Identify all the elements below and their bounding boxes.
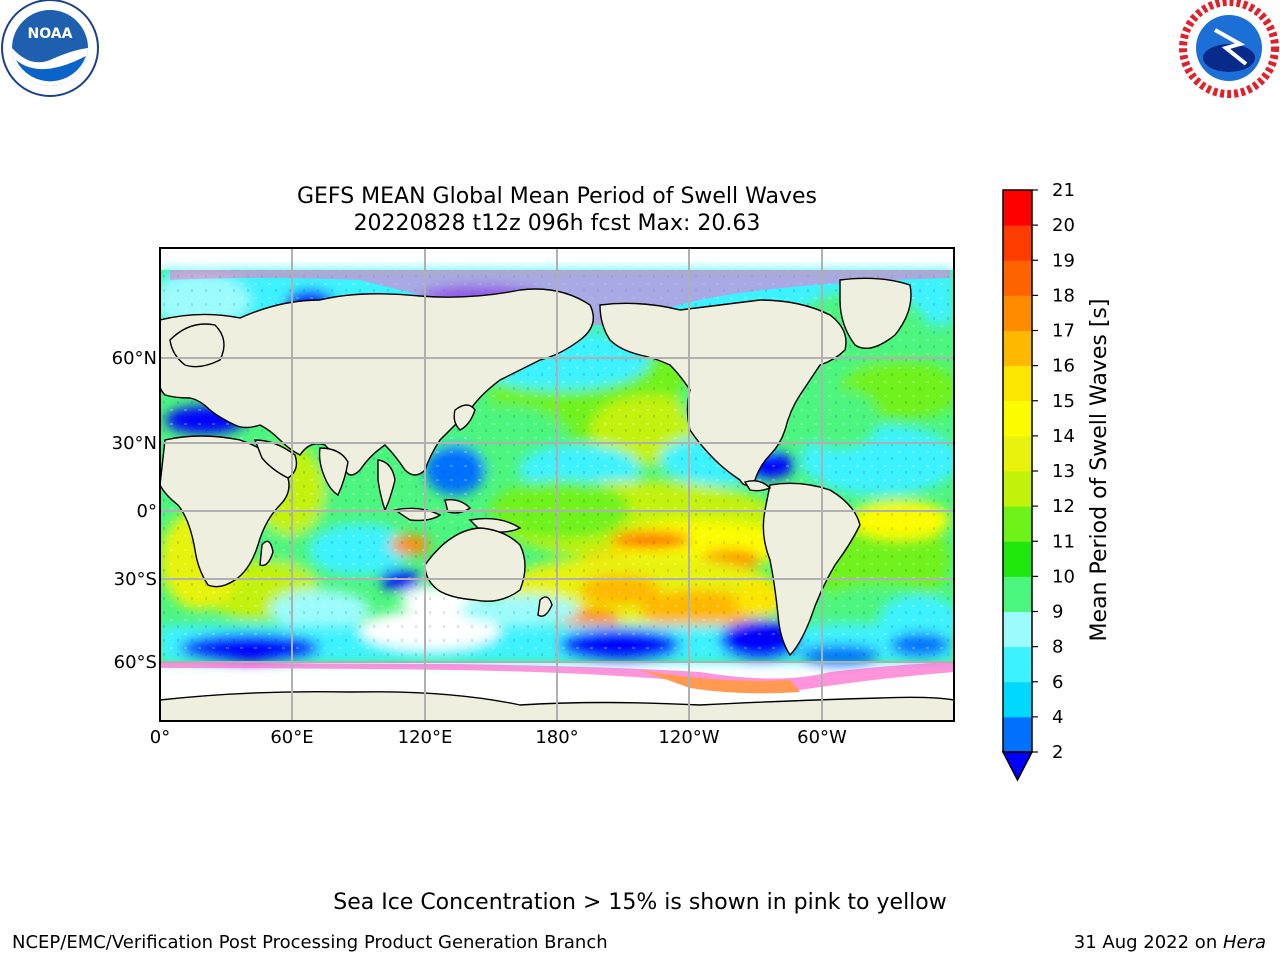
colorbar-swatch	[1003, 576, 1032, 612]
lon-tick-labels: 0° 60°E 120°E 180° 120°W 60°W	[150, 727, 847, 748]
lon-label-180: 180°	[535, 727, 578, 748]
nws-logo	[1179, 0, 1279, 98]
lat-label-60n: 60°N	[112, 348, 157, 369]
colorbar-tick-label: 12	[1052, 496, 1075, 517]
colorbar-tick-label: 16	[1052, 356, 1075, 377]
colorbar-swatch	[1003, 681, 1032, 718]
colorbar-tick-label: 13	[1052, 461, 1075, 482]
lon-label-60w: 60°W	[797, 727, 847, 748]
colorbar-swatch	[1003, 646, 1032, 683]
colorbar-swatch	[1003, 295, 1032, 331]
colorbar-tick-label: 10	[1052, 566, 1075, 587]
colorbar-tick-label: 21	[1052, 180, 1075, 201]
noaa-logo: NOAA	[1, 0, 99, 97]
colorbar-swatch	[1003, 506, 1032, 542]
colorbar-tick-label: 14	[1052, 426, 1075, 447]
lon-label-0: 0°	[150, 727, 170, 748]
colorbar-swatch	[1003, 225, 1032, 261]
colorbar-tick-label: 6	[1052, 672, 1063, 693]
footer-date: 31 Aug 2022 on Hera	[1074, 932, 1266, 953]
lat-label-0: 0°	[137, 501, 157, 522]
graticule	[160, 248, 954, 721]
lat-label-30s: 30°S	[114, 569, 157, 590]
colorbar-swatch	[1003, 435, 1032, 472]
colorbar-label: Mean Period of Swell Waves [s]	[1087, 299, 1112, 642]
colorbar-extend-arrow	[1001, 751, 1034, 782]
lon-label-120e: 120°E	[398, 727, 453, 748]
lon-label-120w: 120°W	[658, 727, 719, 748]
sea-ice-note: Sea Ice Concentration > 15% is shown in …	[333, 890, 947, 915]
colorbar-tick-label: 11	[1052, 531, 1075, 552]
map-subtitle: 20220828 t12z 096h fcst Max: 20.63	[354, 211, 761, 236]
swell-period-map	[160, 248, 954, 721]
lat-tick-labels: 60°N 30°N 0° 30°S 60°S	[112, 348, 157, 673]
colorbar-tick-label: 15	[1052, 391, 1075, 412]
colorbar-tick-label: 9	[1052, 602, 1063, 623]
footer-credit: NCEP/EMC/Verification Post Processing Pr…	[12, 932, 608, 953]
map-title: GEFS MEAN Global Mean Period of Swell Wa…	[297, 184, 817, 209]
colorbar-tick-label: 19	[1052, 250, 1075, 271]
colorbar-tick-label: 4	[1052, 707, 1063, 728]
footer-date-text: 31 Aug 2022 on	[1073, 932, 1223, 953]
colorbar-tick-label: 18	[1052, 285, 1075, 306]
map-frame	[159, 247, 955, 722]
colorbar-tick-label: 20	[1052, 215, 1075, 236]
colorbar-swatch	[1003, 716, 1032, 753]
lon-label-60e: 60°E	[270, 727, 313, 748]
colorbar-swatch	[1003, 400, 1032, 437]
colorbar-tick-label: 8	[1052, 637, 1063, 658]
colorbar-tick-label: 17	[1052, 321, 1075, 342]
footer-machine: Hera	[1222, 932, 1266, 953]
colorbar-swatch	[1003, 471, 1032, 507]
colorbar: 2 4 6 8 9 10 11 12 13 14 15 16 17 18 19 20 21	[1001, 180, 1075, 782]
colorbar-swatch	[1003, 611, 1032, 648]
lat-label-60s: 60°S	[114, 652, 157, 673]
colorbar-swatch	[1003, 541, 1032, 577]
colorbar-swatch	[1003, 330, 1032, 367]
colorbar-swatch	[1003, 365, 1032, 402]
lat-label-30n: 30°N	[112, 433, 157, 454]
colorbar-tick-label: 2	[1052, 742, 1063, 763]
colorbar-swatch	[1003, 190, 1032, 226]
colorbar-swatch	[1003, 260, 1032, 296]
noaa-logo-text: NOAA	[28, 26, 73, 42]
